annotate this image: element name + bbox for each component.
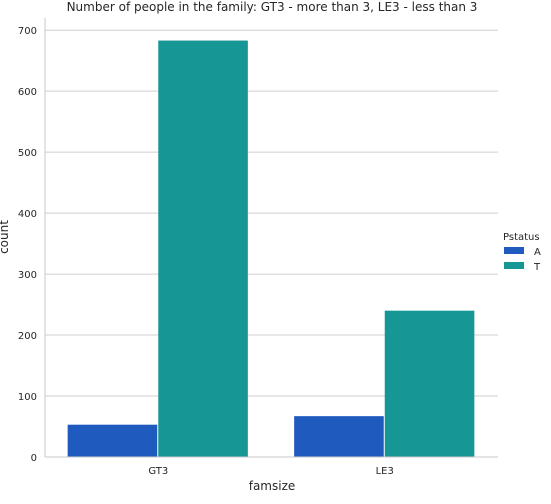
y-tick-label: 500 bbox=[18, 148, 37, 159]
x-axis-ticks: GT3 LE3 bbox=[148, 466, 394, 477]
legend: Pstatus AT bbox=[503, 232, 541, 273]
legend-swatch-a bbox=[504, 247, 524, 254]
y-axis-label: count bbox=[0, 220, 11, 254]
bar-gt3-a bbox=[68, 425, 158, 457]
y-tick-label: 0 bbox=[31, 453, 37, 464]
y-axis-ticks: 0 100 200 300 400 500 600 700 bbox=[18, 26, 37, 464]
y-tick-label: 400 bbox=[18, 209, 37, 220]
legend-label-a: A bbox=[534, 247, 541, 258]
bar-le3-a bbox=[294, 416, 384, 457]
legend-title: Pstatus bbox=[503, 232, 540, 243]
y-tick-label: 600 bbox=[18, 87, 37, 98]
legend-swatch-t bbox=[504, 262, 524, 269]
chart-title: Number of people in the family: GT3 - mo… bbox=[67, 0, 478, 14]
x-tick-label: GT3 bbox=[148, 466, 168, 477]
y-tick-label: 200 bbox=[18, 331, 37, 342]
bar-gt3-t bbox=[158, 41, 248, 457]
x-tick-label: LE3 bbox=[376, 466, 394, 477]
y-tick-label: 300 bbox=[18, 270, 37, 281]
legend-label-t: T bbox=[533, 262, 541, 273]
bar-le3-t bbox=[385, 311, 475, 457]
bars bbox=[68, 41, 475, 457]
y-tick-label: 100 bbox=[18, 392, 37, 403]
y-tick-label: 700 bbox=[18, 26, 37, 37]
x-axis-label: famsize bbox=[249, 479, 296, 493]
